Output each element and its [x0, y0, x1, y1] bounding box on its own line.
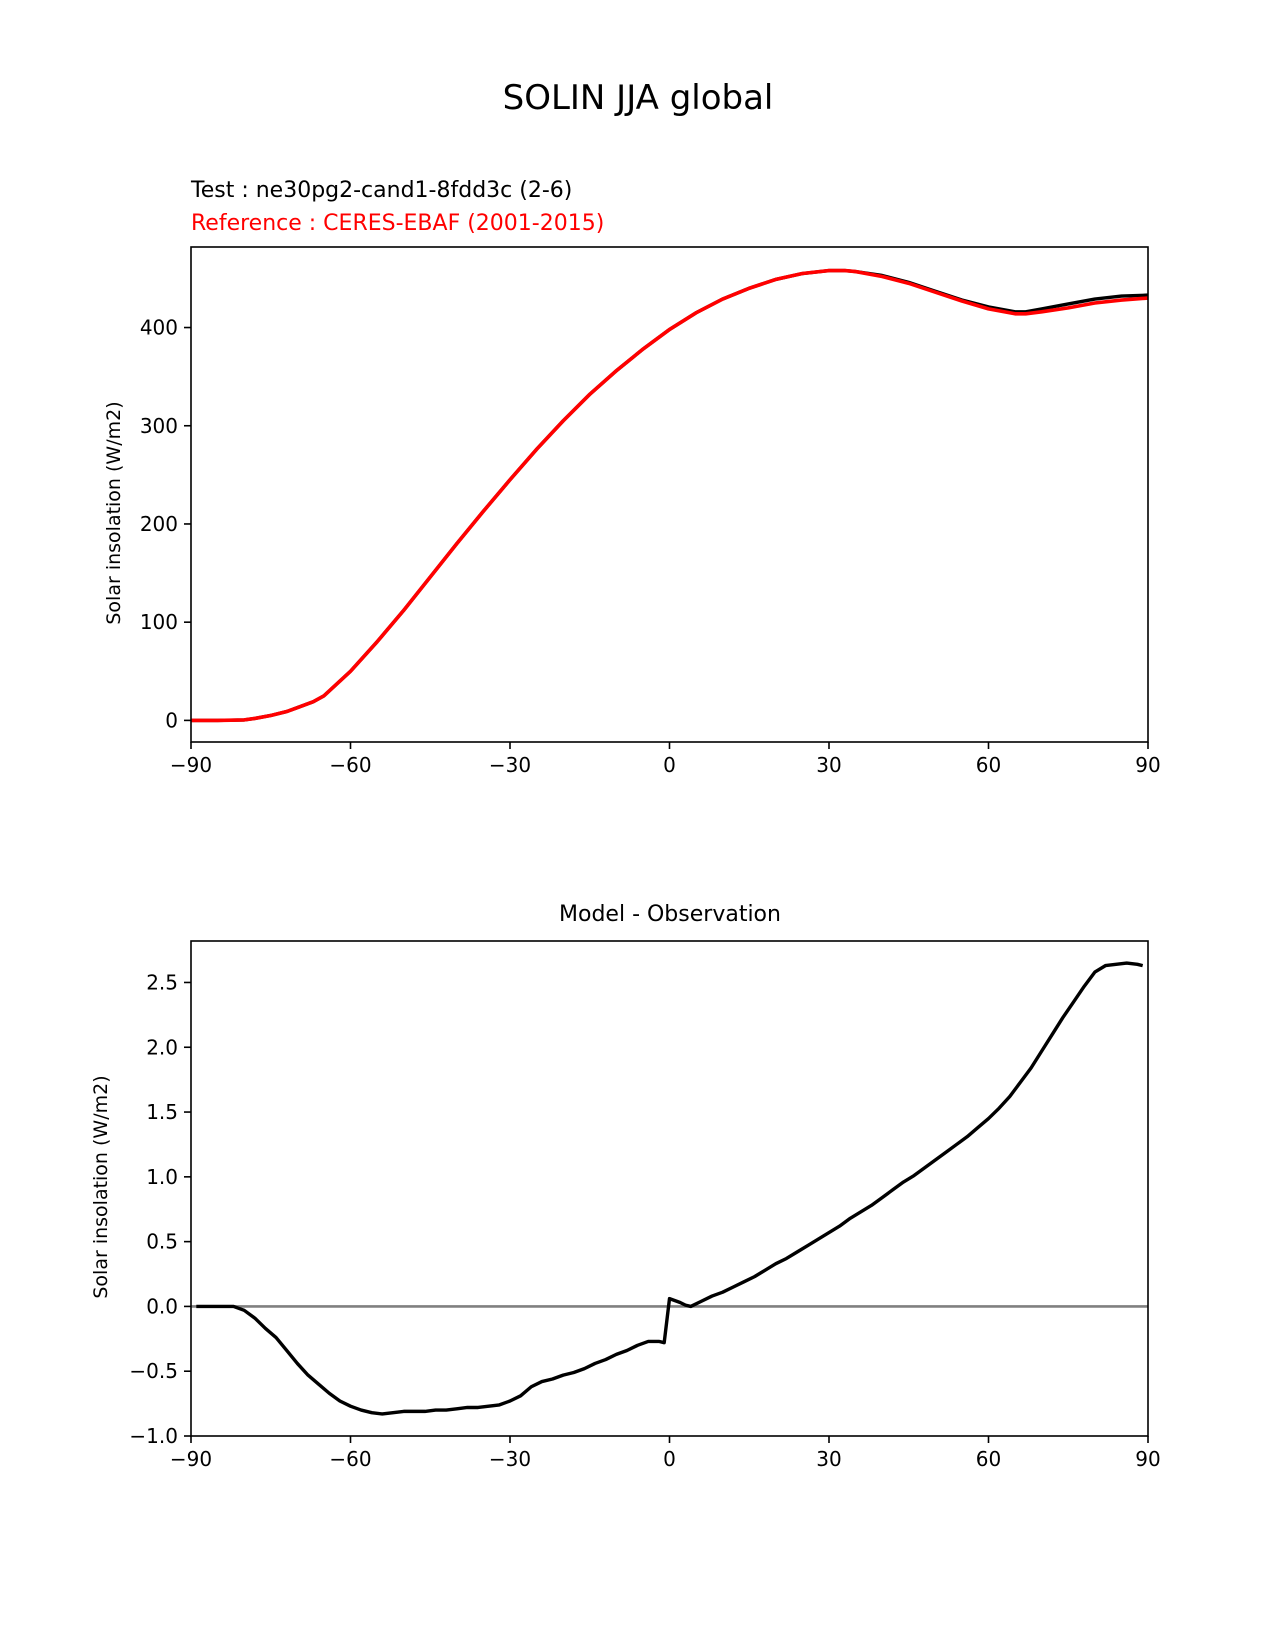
figure-title: SOLIN JJA global [503, 78, 774, 118]
y-tick-label: 100 [140, 610, 178, 634]
test-label: Test : ne30pg2-cand1-8fdd3c (2-6) [190, 178, 572, 203]
y-tick-label: 300 [140, 414, 178, 438]
y-tick-label: 200 [140, 512, 178, 536]
x-tick-label: 30 [816, 753, 841, 777]
y-tick-label: 0 [165, 708, 178, 732]
x-tick-label: −90 [170, 753, 212, 777]
x-tick-label: 90 [1135, 1447, 1160, 1471]
x-tick-label: 60 [976, 753, 1001, 777]
y-tick-label: −0.5 [129, 1359, 178, 1383]
x-tick-label: −60 [329, 1447, 371, 1471]
y-tick-label: 0.5 [146, 1230, 178, 1254]
bottom-chart-title: Model - Observation [559, 902, 781, 927]
bottom-chart: Model - Observation Solar insolation (W/… [90, 902, 1161, 1471]
reference-label: Reference : CERES-EBAF (2001-2015) [191, 211, 604, 236]
reference-series-line [191, 268, 1148, 723]
bottom-y-axis-label: Solar insolation (W/m2) [90, 1075, 112, 1298]
x-tick-label: −60 [329, 753, 371, 777]
x-tick-label: −30 [489, 1447, 531, 1471]
x-tick-label: 90 [1135, 753, 1160, 777]
difference-series-line [196, 961, 1144, 1416]
top-chart: Test : ne30pg2-cand1-8fdd3c (2-6) Refere… [103, 178, 1161, 777]
x-tick-label: 0 [663, 1447, 676, 1471]
y-tick-label: 400 [140, 316, 178, 340]
x-tick-label: 60 [976, 1447, 1001, 1471]
x-tick-label: 30 [816, 1447, 841, 1471]
x-tick-label: −30 [489, 753, 531, 777]
y-tick-label: −1.0 [129, 1424, 178, 1448]
top-y-axis-label: Solar insolation (W/m2) [103, 401, 125, 624]
y-tick-label: 1.0 [146, 1165, 178, 1189]
y-tick-label: 0.0 [146, 1294, 178, 1318]
x-tick-label: −90 [170, 1447, 212, 1471]
x-tick-label: 0 [663, 753, 676, 777]
y-tick-label: 1.5 [146, 1100, 178, 1124]
y-tick-label: 2.0 [146, 1035, 178, 1059]
y-tick-label: 2.5 [146, 970, 178, 994]
